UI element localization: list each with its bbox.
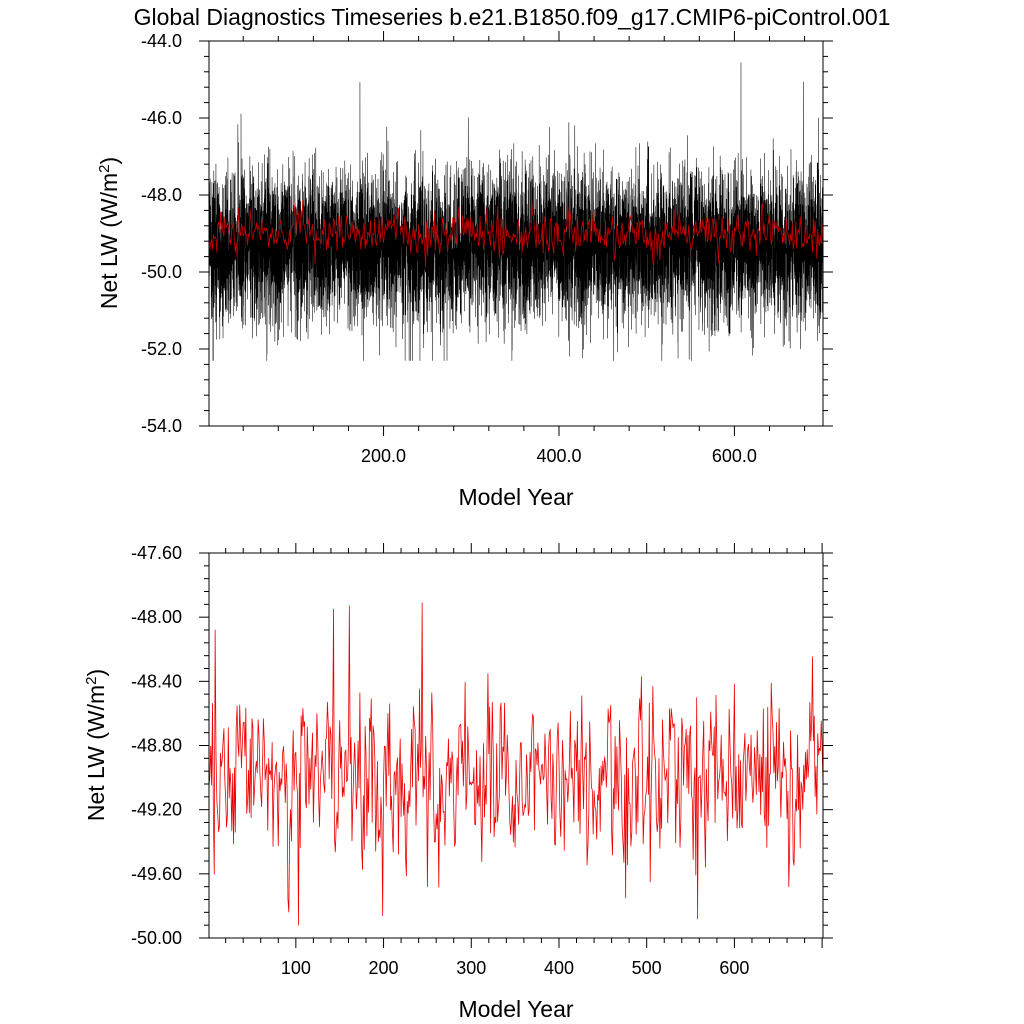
bottom-chart-ytick-label: -49.20 [131,800,182,820]
bottom-chart-ytick-label: -47.60 [131,543,182,563]
bottom-chart-ylabel: Net LW (W/m2) [83,669,110,821]
bottom-chart-xtick-label: 400 [544,958,574,978]
top-chart-ytick-label: -44.0 [141,31,182,51]
bottom-chart-xtick-label: 500 [632,958,662,978]
bottom-chart-ytick-label: -48.40 [131,671,182,691]
top-chart-ticks: -44.0 -46.0 -48.0 -50.0 -52.0 -54.0 200.0 400.0… [141,31,833,466]
top-chart-series-line-1 [208,62,824,361]
bottom-chart-ytick-label: -48.80 [131,736,182,756]
top-chart-ytick-label: -54.0 [141,416,182,436]
top-chart-xlabel: Model Year [458,484,573,510]
bottom-chart-ytick-label: -49.60 [131,864,182,884]
bottom-chart-ytick-label: -50.00 [131,928,182,948]
top-chart-ytick-label: -46.0 [141,108,182,128]
top-chart-frame [208,40,824,427]
top-chart-series [208,62,824,361]
top-chart-ylabel: Net LW (W/m2) [96,157,123,309]
top-chart-xtick-label: 400.0 [536,446,581,466]
bottom-chart-series [208,602,824,926]
top-chart-xtick-label: 200.0 [361,446,406,466]
bottom-chart-xtick-label: 200 [369,958,399,978]
bottom-chart-ytick-label: -48.00 [131,607,182,627]
bottom-chart-series-line-1 [208,602,824,926]
bottom-chart-xtick-label: 600 [719,958,749,978]
bottom-chart-xlabel: Model Year [458,996,573,1022]
bottom-chart-panel: -47.60 -48.00 -48.40 -48.80 -49.20 -49.60 -50.… [83,543,833,1022]
bottom-chart-xtick-label: 300 [456,958,486,978]
top-chart-panel: -44.0 -46.0 -48.0 -50.0 -52.0 -54.0 200.0 400.0… [96,31,833,510]
top-chart-ytick-label: -48.0 [141,185,182,205]
top-chart-ytick-label: -52.0 [141,339,182,359]
top-chart-series-line-2 [208,199,824,268]
top-chart-xtick-label: 600.0 [712,446,757,466]
bottom-chart-xtick-label: 100 [281,958,311,978]
figure-title: Global Diagnostics Timeseries b.e21.B185… [134,4,891,30]
top-chart-ytick-label: -50.0 [141,262,182,282]
bottom-chart-ticks: -47.60 -48.00 -48.40 -48.80 -49.20 -49.60 -50.… [131,543,833,978]
